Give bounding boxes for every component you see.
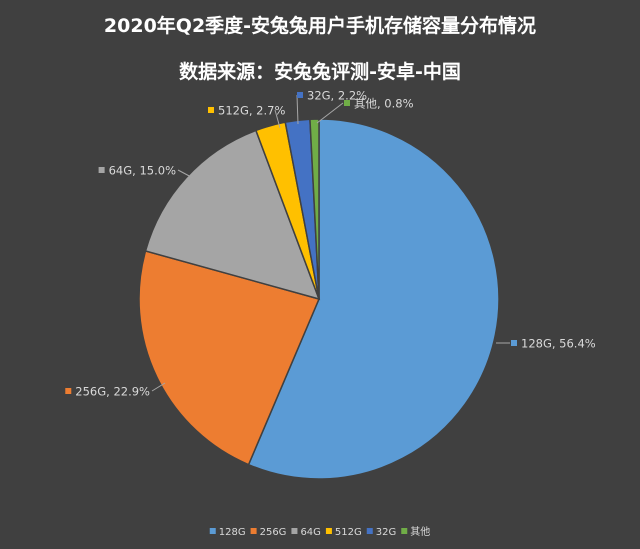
data-label-32G: 32G, 2.2% xyxy=(297,89,367,103)
legend-swatch xyxy=(366,528,373,534)
legend-item-64G: 64G xyxy=(291,527,321,538)
data-label-64G: 64G, 15.0% xyxy=(98,164,176,178)
legend-label: 其他 xyxy=(410,525,430,538)
legend-swatch xyxy=(209,528,216,534)
pie-slice-128G xyxy=(247,118,500,480)
legend-item-其他: 其他 xyxy=(401,525,430,538)
chart-subtitle: 数据来源：安兔兔评测-安卓-中国 xyxy=(179,60,461,83)
pie-slices xyxy=(138,118,500,480)
data-label-key xyxy=(511,340,517,346)
pie-slice-其他 xyxy=(309,118,320,300)
data-label-key xyxy=(344,100,350,106)
chart-title: 2020年Q2季度-安兔兔用户手机存储容量分布情况 xyxy=(104,14,536,37)
data-label-key xyxy=(98,167,105,173)
data-label-text: 512G, 2.7% xyxy=(218,104,285,118)
leader-line xyxy=(177,169,194,179)
legend-item-128G: 128G xyxy=(209,527,246,538)
data-label-text: 256G, 22.9% xyxy=(75,385,150,399)
pie-data-labels: 128G, 56.4% 256G, 22.9% 64G, 15.0% 512G, 2.… xyxy=(65,89,596,399)
legend-label: 512G xyxy=(335,527,362,538)
leader-line xyxy=(316,102,344,124)
data-label-text: 64G, 15.0% xyxy=(109,164,176,178)
legend-swatch xyxy=(325,528,332,534)
data-label-key xyxy=(65,388,72,394)
data-label-text: 128G, 56.4% xyxy=(521,337,596,351)
data-label-512G: 512G, 2.7% xyxy=(208,104,285,118)
pie-slice-64G xyxy=(144,129,321,301)
legend-item-256G: 256G xyxy=(250,527,287,538)
legend-swatch xyxy=(291,528,298,534)
data-label-128G: 128G, 56.4% xyxy=(511,337,596,351)
data-label-key xyxy=(297,92,303,98)
legend-label: 32G xyxy=(376,527,396,538)
pie-slice-256G xyxy=(138,250,321,466)
legend-label: 64G xyxy=(300,527,320,538)
legend-label: 128G xyxy=(219,527,246,538)
legend-label: 256G xyxy=(260,527,287,538)
data-label-text: 32G, 2.2% xyxy=(307,89,367,103)
leader-line xyxy=(296,94,299,125)
legend-swatch xyxy=(401,528,408,534)
data-label-key xyxy=(208,107,214,113)
leader-line xyxy=(151,382,166,392)
data-label-256G: 256G, 22.9% xyxy=(65,385,150,399)
legend-swatch xyxy=(250,528,257,534)
leader-line xyxy=(274,109,281,129)
legend-item-32G: 32G xyxy=(366,527,396,538)
data-label-其他: 其他, 0.8% xyxy=(344,97,414,111)
legend-item-512G: 512G xyxy=(325,527,362,538)
chart-legend: 128G 256G 64G 512G 32G 其他 xyxy=(209,525,430,538)
data-label-text: 其他, 0.8% xyxy=(354,97,414,111)
